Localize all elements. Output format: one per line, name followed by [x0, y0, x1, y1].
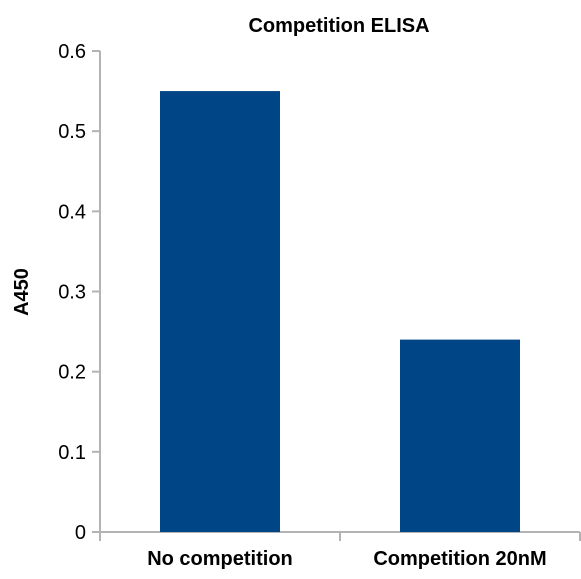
- plot-area: 0 0.1 0.2 0.3 0.4 0.5 0.6 No competition Competi…: [58, 41, 581, 570]
- bar: [160, 91, 280, 532]
- y-axis-label: A450: [11, 268, 33, 316]
- x-tick-label: No competition: [147, 548, 293, 570]
- y-tick-label: 0.1: [58, 442, 86, 464]
- y-tick-label: 0.3: [58, 282, 86, 304]
- chart-title: Competition ELISA: [248, 15, 429, 37]
- y-tick-label: 0.5: [58, 121, 86, 143]
- x-tick-label: Competition 20nM: [373, 548, 546, 570]
- y-tick-label: 0.2: [58, 362, 86, 384]
- y-tick-label: 0.6: [58, 41, 86, 63]
- bar: [400, 339, 520, 532]
- y-tick-label: 0.4: [58, 201, 86, 223]
- y-tick-label: 0: [75, 522, 86, 544]
